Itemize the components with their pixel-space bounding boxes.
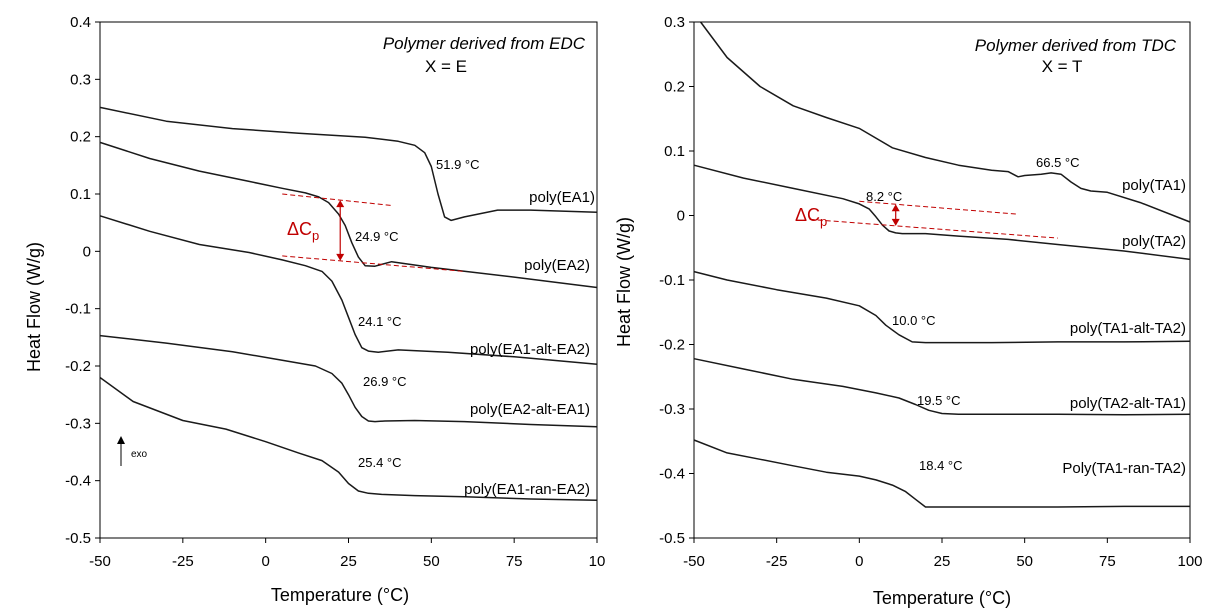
x-tick-label: -25: [766, 553, 788, 570]
x-tick-label: -50: [89, 553, 111, 570]
panel-subtitle-tdc: X = T: [1042, 57, 1083, 76]
series-line-poly-ta1-alt-ta2: [693, 270, 1191, 344]
series-line-poly-ta1-ran-ta2: [693, 439, 1190, 508]
transition-label-poly-ta2-alt-ta1: 19.5 °C: [917, 393, 961, 408]
delta-cp-baseline-upper: [859, 200, 1019, 215]
series-line-poly-ea2-alt-ea1: [99, 334, 598, 428]
delta-cp-annotation-tdc: ΔCp: [795, 200, 1058, 239]
delta-cp-label: ΔCp: [795, 205, 827, 229]
series-line-poly-ta2: [693, 164, 1191, 261]
x-tick-label: 25: [934, 553, 951, 570]
transition-label-poly-ea1-alt-ea2: 24.1 °C: [358, 314, 402, 329]
y-tick-label: 0.3: [70, 71, 91, 88]
delta-cp-arrowhead-icon: [336, 200, 345, 208]
delta-cp-arrowhead-icon: [891, 218, 900, 226]
delta-cp-arrowhead-icon: [891, 204, 900, 212]
exo-arrowhead-icon: [117, 436, 125, 444]
x-tick-label: 75: [506, 553, 523, 570]
x-tick-label: 0: [261, 553, 269, 570]
panel-tdc: 0.3 0.2 0.1 0 -0.1 -0.2 -0.3 -0.4 -0.5 -50 -25 0 25…: [614, 14, 1203, 608]
transition-label-poly-ta2: 8.2 °C: [866, 189, 902, 204]
y-tick-label: -0.5: [659, 530, 685, 547]
y-tick-label: 0.1: [664, 143, 685, 160]
x-axis-label-edc: Temperature (°C): [271, 585, 409, 605]
transition-label-poly-ta1-alt-ta2: 10.0 °C: [892, 313, 936, 328]
delta-cp-annotation-edc: ΔCp: [282, 193, 465, 272]
x-tick-label: 0: [855, 553, 863, 570]
y-tick-label: -0.4: [65, 473, 91, 490]
delta-cp-baseline-lower: [809, 218, 1058, 239]
series-label-poly-ta1-alt-ta2: poly(TA1-alt-TA2): [1070, 320, 1186, 337]
series-label-poly-ea2-alt-ea1: poly(EA2-alt-EA1): [470, 401, 590, 418]
x-tick-label: -50: [683, 553, 705, 570]
series-label-poly-ta2: poly(TA2): [1122, 233, 1186, 250]
y-axis-label-tdc: Heat Flow (W/g): [614, 217, 634, 347]
series-label-poly-ta1-ran-ta2: Poly(TA1-ran-TA2): [1062, 460, 1186, 477]
y-tick-label: -0.2: [659, 337, 685, 354]
y-tick-label: 0.3: [664, 14, 685, 31]
x-tick-label: 75: [1099, 553, 1116, 570]
delta-cp-arrowhead-icon: [336, 253, 345, 261]
series-line-poly-ta2-alt-ta1: [693, 357, 1191, 416]
transition-label-poly-ea1: 51.9 °C: [436, 157, 480, 172]
series-line-poly-ea2: [99, 141, 598, 289]
panel-title-tdc: Polymer derived from TDC: [975, 36, 1177, 55]
y-tick-label: -0.3: [659, 401, 685, 418]
delta-cp-label: ΔCp: [287, 219, 319, 243]
series-label-poly-ea1-ran-ea2: poly(EA1-ran-EA2): [464, 481, 590, 498]
transition-label-poly-ea1-ran-ea2: 25.4 °C: [358, 455, 402, 470]
transition-label-poly-ea2: 24.9 °C: [355, 229, 399, 244]
y-tick-label: 0: [677, 208, 685, 225]
plot-frame-edc: [99, 21, 598, 539]
delta-cp-baseline-lower: [282, 255, 465, 272]
panel-title-edc: Polymer derived from EDC: [383, 34, 586, 53]
series-line-poly-ea1-ran-ea2: [99, 376, 598, 501]
y-tick-label: -0.2: [65, 358, 91, 375]
transition-label-poly-ta1-ran-ta2: 18.4 °C: [919, 458, 963, 473]
series-label-poly-ea1-alt-ea2: poly(EA1-alt-EA2): [470, 341, 590, 358]
y-tick-label: 0.4: [70, 14, 91, 31]
series-label-poly-ta2-alt-ta1: poly(TA2-alt-TA1): [1070, 395, 1186, 412]
delta-cp-baseline-upper: [282, 193, 392, 206]
panel-subtitle-edc: X = E: [425, 57, 467, 76]
y-tick-label: -0.3: [65, 415, 91, 432]
series-label-poly-ea2: poly(EA2): [524, 257, 590, 274]
exo-label: exo: [131, 449, 148, 460]
transition-label-poly-ta1: 66.5 °C: [1036, 155, 1080, 170]
series-line-poly-ta1: [699, 21, 1191, 223]
x-tick-label: -25: [172, 553, 194, 570]
x-tick-label: 50: [1016, 553, 1033, 570]
y-tick-label: 0: [83, 243, 91, 260]
x-tick-label: 100: [1177, 553, 1202, 570]
x-tick-label: 25: [340, 553, 357, 570]
series-line-poly-ea1-alt-ea2: [99, 215, 598, 366]
series-label-poly-ea1: poly(EA1): [529, 189, 595, 206]
y-tick-label: -0.1: [65, 301, 91, 318]
y-tick-label: -0.1: [659, 272, 685, 289]
y-tick-label: -0.4: [659, 466, 685, 483]
x-tick-label: 10: [589, 553, 606, 570]
panel-edc: 0.4 0.3 0.2 0.1 0 -0.1 -0.2 -0.3 -0.4 -0.5 -50 -25…: [24, 14, 605, 605]
y-tick-label: 0.2: [664, 79, 685, 96]
transition-label-poly-ea2-alt-ea1: 26.9 °C: [363, 374, 407, 389]
x-tick-label: 50: [423, 553, 440, 570]
y-tick-label: 0.1: [70, 186, 91, 203]
y-tick-label: 0.2: [70, 129, 91, 146]
y-tick-label: -0.5: [65, 530, 91, 547]
y-axis-label-edc: Heat Flow (W/g): [24, 242, 44, 372]
series-line-poly-ea1: [99, 106, 598, 222]
series-label-poly-ta1: poly(TA1): [1122, 177, 1186, 194]
x-axis-label-tdc: Temperature (°C): [873, 588, 1011, 608]
